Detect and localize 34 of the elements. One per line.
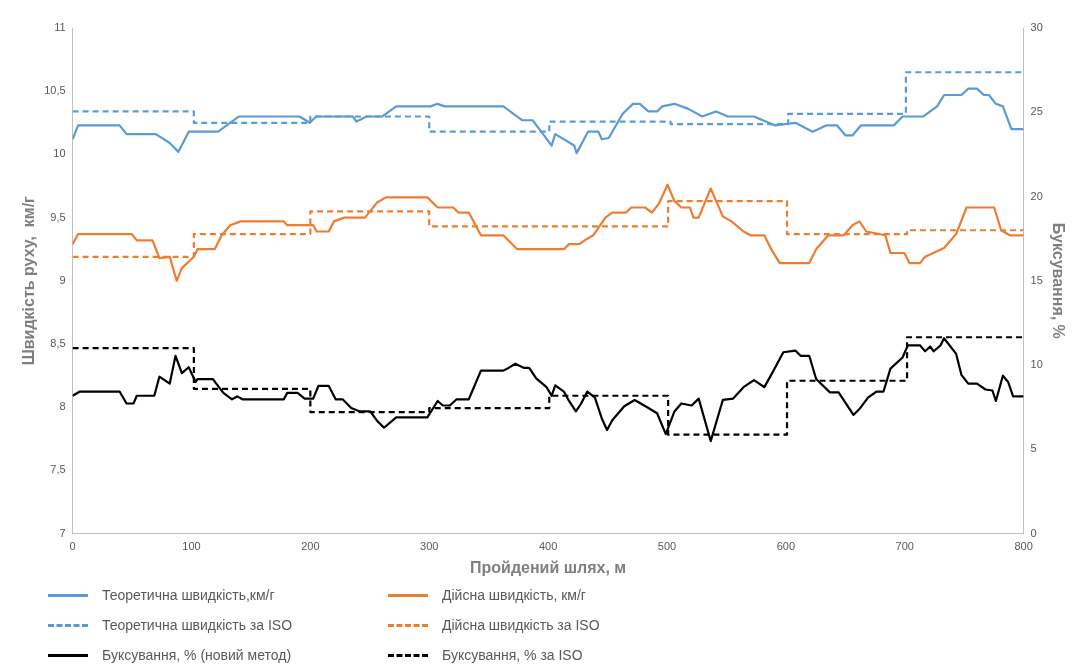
legend-label: Буксування, % (новий метод): [102, 647, 292, 663]
y-tick-label: 7: [59, 526, 66, 539]
x-tick-label: 200: [301, 540, 320, 553]
y-tick-label: 9,5: [50, 210, 66, 223]
x-tick-label: 300: [420, 540, 439, 553]
y2-tick-label: 10: [1030, 358, 1043, 371]
y-tick-label: 11: [54, 21, 66, 34]
legend-label: Дійсна швидкість за ISO: [442, 617, 600, 633]
x-tick-label: 100: [182, 540, 201, 553]
x-axis-title: Пройдений шлях, м: [469, 558, 627, 576]
y2-tick-label: 25: [1030, 105, 1043, 118]
y-tick-label: 8: [59, 400, 66, 413]
x-tick-label: 700: [895, 540, 914, 553]
legend-label: Теоретична швидкість за ISO: [102, 617, 293, 633]
legend-label: Буксування, % за ISO: [442, 647, 583, 663]
y2-tick-label: 5: [1030, 442, 1037, 455]
y2-tick-label: 30: [1030, 21, 1043, 34]
y-tick-label: 10,5: [44, 84, 66, 97]
y-tick-label: 10: [53, 147, 66, 160]
x-tick-label: 600: [776, 540, 796, 553]
y2-tick-label: 0: [1030, 526, 1037, 539]
y2-axis-title: Буксування, %: [1049, 222, 1067, 339]
x-tick-label: 500: [657, 540, 677, 553]
x-tick-label: 0: [69, 540, 76, 553]
x-tick-label: 800: [1014, 540, 1033, 553]
y2-tick-label: 20: [1030, 189, 1043, 202]
y-tick-label: 7,5: [50, 463, 66, 476]
legend-label: Дійсна швидкість, км/г: [442, 587, 586, 603]
legend-label: Теоретична швидкість,км/г: [102, 587, 275, 603]
y-axis-title: Швидкість руху, км/г: [20, 195, 38, 366]
y-tick-label: 8,5: [50, 337, 66, 350]
y2-tick-label: 15: [1030, 273, 1043, 286]
y-tick-label: 9: [59, 273, 66, 286]
x-tick-label: 400: [538, 540, 558, 553]
